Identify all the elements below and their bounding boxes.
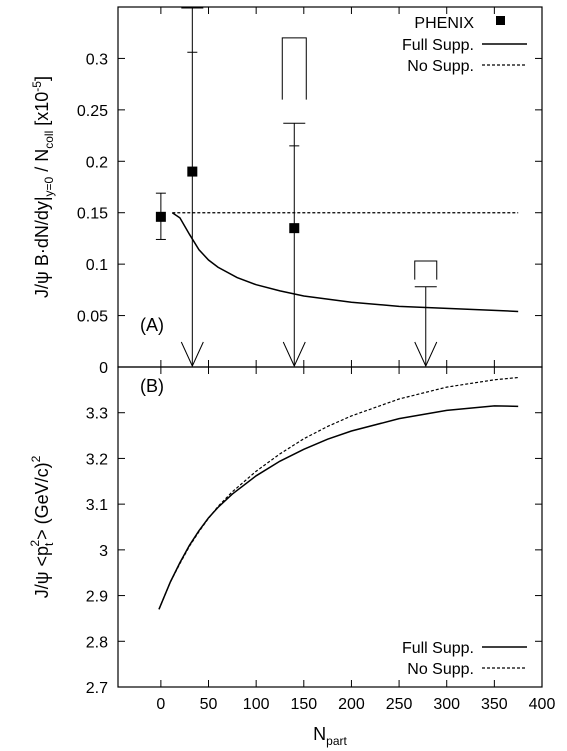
legend-a-phenix-marker bbox=[496, 16, 505, 25]
systematic-bracket bbox=[414, 260, 438, 280]
panel-b-y-axis-label: J/ψ <pt2> (GeV/c)2 bbox=[28, 455, 56, 598]
x-tick-label: 100 bbox=[243, 696, 270, 713]
panel-a-y-tick-label: 0.1 bbox=[86, 257, 108, 274]
legend-b-no-supp-label: No Supp. bbox=[407, 661, 474, 678]
upper-limit-arrow-head bbox=[282, 341, 306, 368]
phenix-point bbox=[155, 211, 166, 222]
panel-a-full-supp-line bbox=[171, 212, 519, 313]
legend-panel-a: PHENIX Full Supp. No Supp. bbox=[402, 15, 527, 75]
panel-a-y-tick-label: 0.05 bbox=[77, 309, 108, 326]
panel-b-y-tick-label: 2.7 bbox=[86, 680, 108, 697]
legend-a-full-supp-label: Full Supp. bbox=[402, 37, 474, 54]
panel-b-y-tick-label: 3.1 bbox=[86, 497, 108, 514]
panel-b-y-tick-label: 2.8 bbox=[86, 634, 108, 651]
data-layer bbox=[155, 7, 519, 610]
axes-layer: 0 0.05 0.1 0.15 0.2 0.25 0.3 2.7 2.8 2.9 3 3.1 3.2 3.… bbox=[77, 7, 556, 713]
panel-b-y-tick-label: 3.3 bbox=[86, 406, 108, 423]
panel-a-y-tick-label: 0 bbox=[99, 360, 108, 377]
legend-a-phenix-label: PHENIX bbox=[414, 15, 474, 32]
legend-a-no-supp-label: No Supp. bbox=[407, 58, 474, 75]
x-tick-label: 50 bbox=[200, 696, 218, 713]
panel-a-label: (A) bbox=[140, 315, 164, 335]
legend-panel-b: Full Supp. No Supp. bbox=[402, 640, 527, 678]
panel-b-no-supp-line bbox=[158, 376, 519, 610]
x-tick-label: 150 bbox=[290, 696, 317, 713]
panel-a-y-tick-label: 0.3 bbox=[86, 51, 108, 68]
legend-b-full-supp-label: Full Supp. bbox=[402, 640, 474, 657]
panel-a-y-tick-label: 0.25 bbox=[77, 103, 108, 120]
x-axis-label: Npart bbox=[313, 724, 347, 748]
panel-b-full-supp-line bbox=[158, 405, 519, 610]
upper-limit-arrow-head bbox=[180, 341, 204, 368]
panel-a-y-axis-label: J/ψ B·dN/dy|y=0 / Ncoll [x10-5] bbox=[30, 76, 56, 298]
panel-b-y-tick-label: 2.9 bbox=[86, 589, 108, 606]
systematic-bracket bbox=[281, 37, 307, 100]
x-tick-label: 350 bbox=[481, 696, 508, 713]
panel-a-y-tick-label: 0.2 bbox=[86, 154, 108, 171]
panel-b-label: (B) bbox=[140, 376, 164, 396]
x-tick-label: 300 bbox=[433, 696, 460, 713]
panel-a-y-tick-label: 0.15 bbox=[77, 206, 108, 223]
panel-b-y-tick-label: 3 bbox=[99, 543, 108, 560]
x-tick-label: 400 bbox=[529, 696, 556, 713]
panel-b-y-tick-label: 3.2 bbox=[86, 451, 108, 468]
panel-b-frame bbox=[117, 366, 543, 688]
upper-limit-arrow-head bbox=[414, 341, 438, 368]
x-tick-label: 250 bbox=[386, 696, 413, 713]
x-tick-label: 0 bbox=[156, 696, 165, 713]
x-tick-label: 200 bbox=[338, 696, 365, 713]
panel-a-frame bbox=[117, 6, 543, 368]
